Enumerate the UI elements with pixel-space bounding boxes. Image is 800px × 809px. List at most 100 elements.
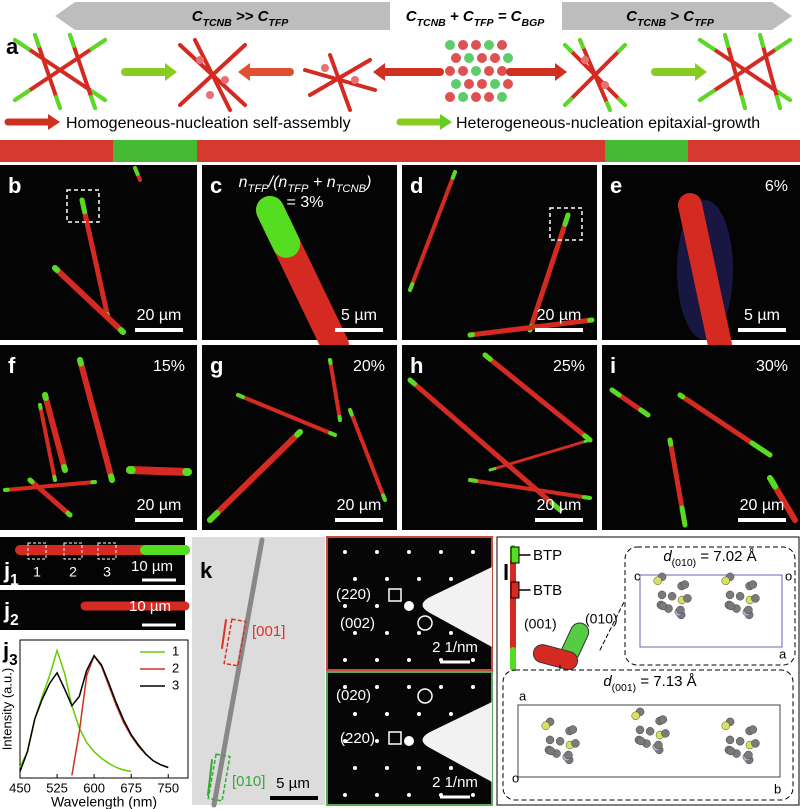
legend-text: Homogeneous-nucleation self-assembly — [66, 115, 351, 132]
diffraction-spot — [417, 766, 421, 770]
rod-tip — [774, 89, 792, 102]
molecule — [458, 40, 468, 50]
x-tick-label: 675 — [120, 780, 142, 795]
color-bar-green — [113, 140, 197, 162]
scale-label: 10 µm — [131, 558, 173, 575]
scale-label: 20 µm — [740, 497, 785, 514]
rod-tip — [578, 38, 585, 49]
rod-tip — [133, 166, 140, 176]
atom — [744, 605, 753, 615]
legend-text: Heterogeneous-nucleation epitaxial-growt… — [456, 115, 760, 132]
rod-tip — [79, 197, 88, 215]
face-label: (010) — [585, 611, 618, 627]
spot-box — [388, 731, 402, 745]
diffraction-spot — [375, 604, 379, 608]
rod — [467, 317, 595, 338]
atom — [725, 590, 735, 600]
text-part: TCNB — [203, 17, 233, 29]
atom — [545, 735, 555, 745]
rod-tip — [450, 170, 457, 180]
molecule — [497, 92, 507, 102]
rod-tip — [89, 38, 107, 51]
plot-frame — [19, 639, 189, 779]
rod-tip — [740, 95, 747, 110]
molecule — [503, 79, 513, 89]
dashed-box — [207, 753, 231, 802]
rod-tip — [468, 478, 478, 483]
molecule — [581, 56, 589, 64]
inset-box — [624, 546, 796, 666]
spot-circle — [417, 615, 433, 631]
text-part: ) — [364, 174, 371, 191]
spot-label: (002) — [340, 615, 375, 632]
diffraction-spot — [343, 658, 347, 662]
diffraction-spot — [417, 577, 421, 581]
diffraction-spot — [353, 712, 357, 716]
diffraction-spot — [375, 739, 379, 743]
rod-tip — [749, 440, 773, 458]
percent-label: 25% — [553, 358, 585, 375]
panel-label: b — [8, 173, 21, 198]
diffraction-spot — [449, 577, 453, 581]
atom — [744, 750, 753, 760]
diffraction-spot — [407, 793, 411, 797]
text-part: j — [3, 598, 10, 623]
axis-letter: a — [779, 646, 787, 661]
rod-tip — [65, 510, 73, 518]
arrow-head — [555, 63, 567, 81]
molecule — [458, 66, 468, 76]
atom — [676, 605, 685, 615]
rod-tip — [42, 392, 49, 401]
diffraction-spot — [439, 550, 443, 554]
arrow-head — [48, 114, 60, 130]
rod-tip — [677, 392, 686, 400]
rod-tip — [563, 43, 573, 53]
text-part: 1 — [10, 572, 19, 589]
scale-label: 10 µm — [129, 598, 171, 615]
direction-label: [010] — [232, 773, 265, 790]
panel-label: k — [200, 558, 213, 583]
text-part: = C — [494, 8, 523, 25]
rod — [482, 352, 593, 443]
face-label: (001) — [524, 616, 557, 632]
series-line — [19, 654, 169, 772]
text-part: = 7.13 Å — [636, 673, 696, 690]
text-part: TCNB — [417, 17, 447, 29]
rod-tip — [52, 265, 61, 273]
molecule — [490, 53, 500, 63]
atom — [680, 580, 690, 589]
nanorod — [211, 537, 265, 808]
rod — [42, 392, 68, 473]
spot-circle — [417, 688, 433, 704]
x-tick-label: 600 — [83, 780, 105, 795]
legend-label: 1 — [172, 643, 179, 658]
rod-tip — [562, 212, 571, 227]
diffraction-spot — [353, 631, 357, 635]
legend-label: 2 — [172, 660, 179, 675]
inset-box — [502, 669, 794, 801]
text-part: C — [626, 8, 638, 25]
percent-label: 20% — [353, 358, 385, 375]
ratio-label: = 3% — [287, 194, 324, 211]
atom — [654, 740, 663, 750]
rod-tip — [605, 101, 612, 112]
diffraction-spot — [404, 601, 414, 611]
atom — [635, 725, 645, 735]
arrow-head — [695, 63, 707, 81]
atom — [631, 711, 640, 721]
scale-label: 2 1/nm — [432, 774, 478, 791]
rod — [77, 357, 115, 483]
rod-tip — [723, 33, 730, 48]
rod-tip — [407, 377, 417, 387]
rod-tip — [638, 407, 651, 418]
panel-label: e — [610, 173, 622, 198]
beam-stop — [422, 567, 492, 647]
direction-label: [001] — [252, 623, 285, 640]
panel-label: j2 — [3, 598, 19, 629]
unit-cell — [639, 574, 783, 648]
atom — [726, 746, 736, 756]
rod-tip — [563, 97, 573, 107]
rod — [27, 477, 73, 518]
panel-label: a — [6, 34, 19, 59]
